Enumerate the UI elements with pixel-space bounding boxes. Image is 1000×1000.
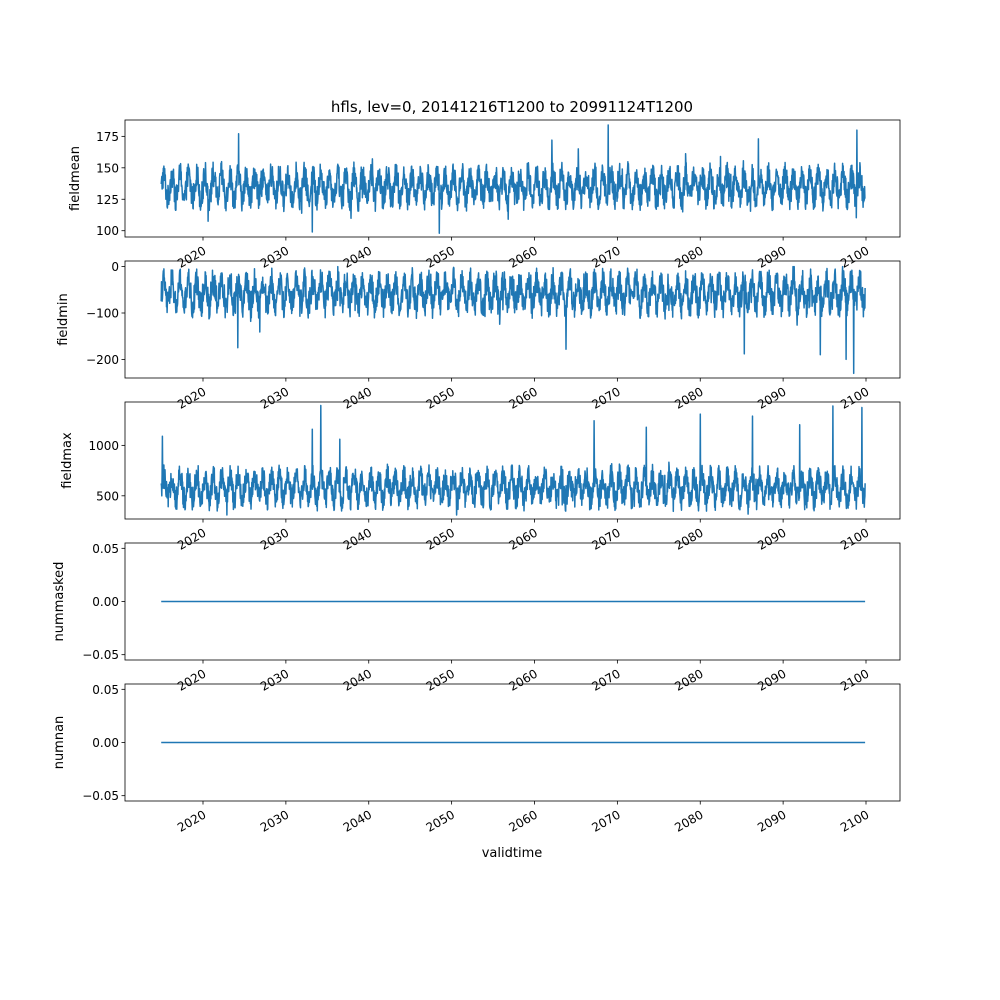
y-tick-label: −0.05 xyxy=(82,789,119,803)
y-tick-label: 150 xyxy=(96,161,119,175)
y-axis-label-nummasked: nummasked xyxy=(52,562,67,642)
y-axis-label-fieldmax: fieldmax xyxy=(60,432,75,489)
subplot-numnan: −0.05 0.00 0.05 numnan 2020 2030 2040 2050 2060 2… xyxy=(52,683,901,835)
y-tick-label: 100 xyxy=(96,224,119,238)
x-tick-label: 2070 xyxy=(589,525,622,552)
axes-frame-fieldmax xyxy=(124,401,901,520)
x-tick-label: 2070 xyxy=(589,384,622,411)
x-tick-label: 2050 xyxy=(424,807,457,834)
y-tick-label: 0.05 xyxy=(92,542,119,556)
subplot-nummasked: −0.05 0.00 0.05 nummasked 2020 2030 2040 2050 20… xyxy=(52,542,901,694)
y-axis-label-fieldmin: fieldmin xyxy=(56,293,71,346)
x-tick-label: 2030 xyxy=(258,807,291,834)
x-tick-label: 2060 xyxy=(507,666,540,693)
series-line-fieldmin xyxy=(160,265,866,375)
x-tick-label: 2030 xyxy=(258,243,291,270)
axes-frame-fieldmean xyxy=(124,119,901,238)
x-tick-label: 2070 xyxy=(589,243,622,270)
y-tick-label: −200 xyxy=(86,353,119,367)
x-tick-label: 2060 xyxy=(507,525,540,552)
x-tick-label: 2070 xyxy=(589,666,622,693)
x-tick-label: 2050 xyxy=(424,243,457,270)
x-tick-label: 2090 xyxy=(755,525,788,552)
x-tick-label: 2040 xyxy=(341,384,374,411)
x-tick-label: 2040 xyxy=(341,525,374,552)
y-tick-label: 0.05 xyxy=(92,683,119,697)
x-tick-label: 2060 xyxy=(507,243,540,270)
x-tick-label: 2090 xyxy=(755,666,788,693)
y-tick-label: 500 xyxy=(96,489,119,503)
x-tick-label: 2040 xyxy=(341,243,374,270)
y-axis-label-numnan: numnan xyxy=(52,716,67,770)
y-tick-label: 1000 xyxy=(88,439,119,453)
x-axis-label: validtime xyxy=(482,846,543,861)
subplot-stack: 100 125 150 175 fieldmean 2020 2030 2040 2050 206… xyxy=(52,119,901,835)
x-tick-label: 2040 xyxy=(341,666,374,693)
x-tick-label: 2100 xyxy=(838,807,871,834)
x-tick-label: 2070 xyxy=(589,807,622,834)
x-tick-label: 2050 xyxy=(424,525,457,552)
x-tick-label: 2090 xyxy=(755,243,788,270)
series-line-fieldmax xyxy=(160,404,866,516)
x-tick-label: 2050 xyxy=(424,666,457,693)
x-tick-label: 2030 xyxy=(258,525,291,552)
x-tick-label: 2080 xyxy=(672,525,705,552)
y-tick-label: 125 xyxy=(96,193,119,207)
x-tick-label: 2030 xyxy=(258,384,291,411)
subplot-fieldmin: −200 −100 0 fieldmin 2020 2030 2040 2050 2060 207… xyxy=(56,260,901,412)
x-tick-label: 2090 xyxy=(755,384,788,411)
series-line-fieldmean xyxy=(160,124,866,234)
x-tick-label: 2020 xyxy=(175,525,208,552)
subplot-fieldmax: 500 1000 fieldmax 2020 2030 2040 2050 2060 2070 2… xyxy=(60,401,901,553)
x-tick-label: 2050 xyxy=(424,384,457,411)
x-tick-label: 2020 xyxy=(175,666,208,693)
x-tick-label: 2100 xyxy=(838,525,871,552)
y-tick-label: −0.05 xyxy=(82,648,119,662)
x-tick-label: 2100 xyxy=(838,384,871,411)
x-tick-label: 2060 xyxy=(507,807,540,834)
x-tick-label: 2060 xyxy=(507,384,540,411)
x-tick-label: 2080 xyxy=(672,666,705,693)
x-tick-label: 2040 xyxy=(341,807,374,834)
x-tick-label: 2020 xyxy=(175,384,208,411)
axes-frame-fieldmin xyxy=(124,260,901,379)
x-tick-label: 2080 xyxy=(672,807,705,834)
y-tick-label: 0.00 xyxy=(92,736,119,750)
y-tick-label: 0.00 xyxy=(92,595,119,609)
y-tick-label: −100 xyxy=(86,307,119,321)
chart-title: hfls, lev=0, 20141216T1200 to 20991124T1… xyxy=(331,98,693,116)
x-tick-label: 2090 xyxy=(755,807,788,834)
x-tick-label: 2080 xyxy=(672,243,705,270)
y-tick-label: 175 xyxy=(96,130,119,144)
x-tick-label: 2020 xyxy=(175,243,208,270)
y-tick-label: 0 xyxy=(111,260,119,274)
x-tick-label: 2100 xyxy=(838,666,871,693)
y-axis-label-fieldmean: fieldmean xyxy=(68,146,83,211)
x-tick-label: 2080 xyxy=(672,384,705,411)
x-tick-label: 2030 xyxy=(258,666,291,693)
subplot-fieldmean: 100 125 150 175 fieldmean 2020 2030 2040 2050 206… xyxy=(68,119,901,271)
x-tick-label: 2020 xyxy=(175,807,208,834)
